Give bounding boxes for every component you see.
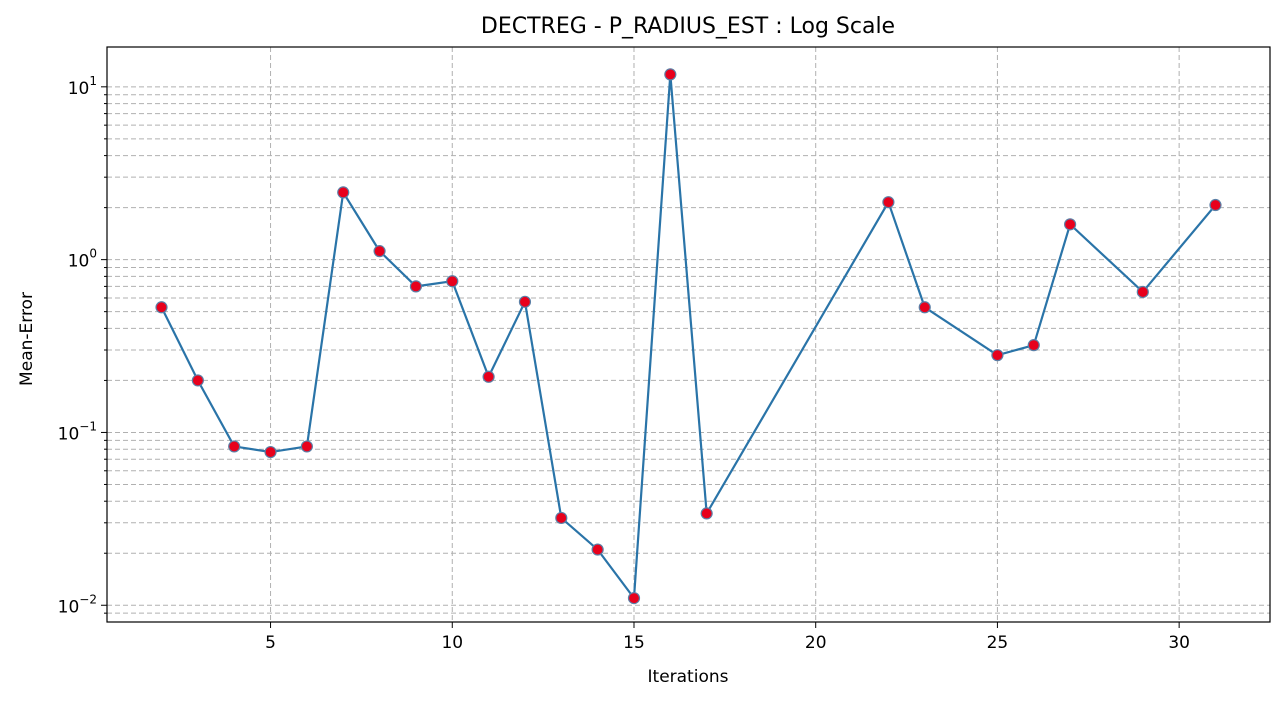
data-point-marker [446, 275, 459, 288]
x-tick-label: 25 [987, 633, 1009, 653]
plot-frame [106, 46, 1271, 623]
data-point-marker [337, 186, 350, 199]
y-tick-label: 101 [68, 74, 97, 99]
data-point-marker [228, 440, 241, 453]
grid-lines [107, 47, 1270, 622]
series-plot [155, 68, 1222, 605]
data-point-marker [191, 374, 204, 387]
data-point-marker [1064, 218, 1077, 231]
y-tick-label: 10−2 [58, 592, 97, 617]
y-axis-ticks: 10−2 10−1 100 101 [58, 74, 107, 617]
x-axis-ticks: 5 10 15 20 25 30 [265, 622, 1190, 653]
chart-title: DECTREG - P_RADIUS_EST : Log Scale [481, 14, 895, 39]
data-point-marker [555, 511, 568, 525]
data-point-marker [627, 591, 641, 605]
data-point-marker [264, 445, 277, 459]
series-line [160, 74, 1217, 602]
data-point-marker [1136, 285, 1149, 299]
data-point-marker [518, 295, 532, 308]
data-point-marker [1209, 198, 1222, 212]
data-point-marker [700, 507, 713, 520]
data-point-marker [482, 370, 495, 383]
data-point-marker [882, 196, 895, 209]
data-point-marker [373, 245, 386, 258]
x-tick-label: 5 [265, 633, 276, 653]
x-axis-label: Iterations [648, 667, 729, 687]
y-tick-label: 100 [68, 247, 97, 272]
y-axis-label: Mean-Error [17, 292, 37, 386]
x-tick-label: 10 [441, 633, 463, 653]
x-tick-label: 20 [805, 633, 827, 653]
x-tick-label: 30 [1168, 633, 1190, 653]
data-point-marker [664, 68, 677, 81]
x-tick-label: 15 [623, 633, 645, 653]
y-tick-label: 10−1 [58, 419, 97, 444]
data-point-marker [591, 543, 604, 556]
data-point-marker [300, 440, 313, 453]
data-point-marker [409, 280, 423, 293]
data-point-marker [155, 301, 168, 314]
data-point-marker [1027, 339, 1040, 352]
data-point-marker [991, 349, 1004, 362]
data-point-marker [918, 301, 931, 314]
